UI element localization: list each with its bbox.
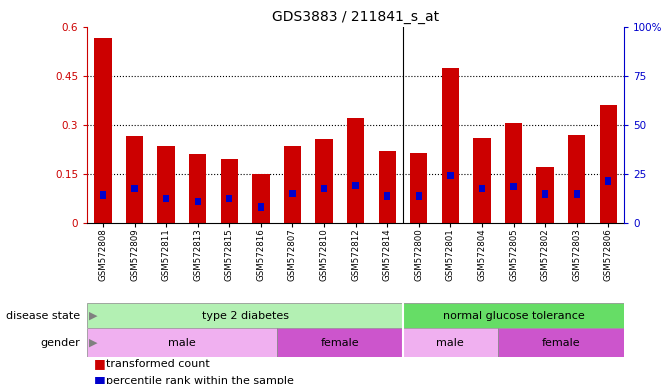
Bar (403, 303, 624, 328)
Bar (605, 177, 611, 185)
Text: normal glucose tolerance: normal glucose tolerance (443, 311, 584, 321)
Bar (473, 138, 491, 223)
Text: female: female (541, 338, 580, 348)
Bar (600, 105, 617, 223)
Bar (163, 195, 169, 202)
Bar (100, 191, 106, 199)
Text: ▶: ▶ (89, 311, 97, 321)
Bar (132, 185, 138, 192)
Bar (403, 328, 498, 357)
Bar (447, 172, 454, 179)
Bar (284, 146, 301, 223)
Title: GDS3883 / 211841_s_at: GDS3883 / 211841_s_at (272, 10, 440, 25)
Bar (415, 192, 422, 200)
Bar (87, 303, 403, 328)
Bar (574, 190, 580, 198)
Text: male: male (436, 338, 464, 348)
Bar (221, 159, 238, 223)
Bar (276, 328, 403, 357)
Bar (347, 118, 364, 223)
Bar (479, 185, 485, 192)
Text: ■: ■ (94, 358, 106, 371)
Bar (378, 151, 396, 223)
Bar (536, 167, 554, 223)
Bar (542, 190, 548, 198)
Bar (384, 192, 391, 200)
Bar (189, 154, 207, 223)
Bar (126, 136, 144, 223)
Bar (95, 38, 111, 223)
Text: transformed count: transformed count (106, 359, 210, 369)
Text: male: male (168, 338, 196, 348)
Text: percentile rank within the sample: percentile rank within the sample (106, 376, 294, 384)
Text: gender: gender (41, 338, 81, 348)
Text: type 2 diabetes: type 2 diabetes (201, 311, 289, 321)
Bar (498, 328, 624, 357)
Bar (442, 68, 459, 223)
Bar (226, 195, 232, 202)
Bar (352, 182, 359, 189)
Bar (410, 152, 427, 223)
Bar (252, 174, 270, 223)
Bar (87, 328, 276, 357)
Bar (158, 146, 175, 223)
Bar (568, 135, 585, 223)
Text: ■: ■ (94, 374, 106, 384)
Bar (315, 139, 333, 223)
Bar (511, 183, 517, 190)
Bar (258, 204, 264, 211)
Bar (195, 198, 201, 205)
Text: ▶: ▶ (89, 338, 97, 348)
Text: disease state: disease state (7, 311, 81, 321)
Text: female: female (321, 338, 359, 348)
Bar (505, 123, 522, 223)
Bar (289, 190, 296, 197)
Bar (321, 185, 327, 192)
